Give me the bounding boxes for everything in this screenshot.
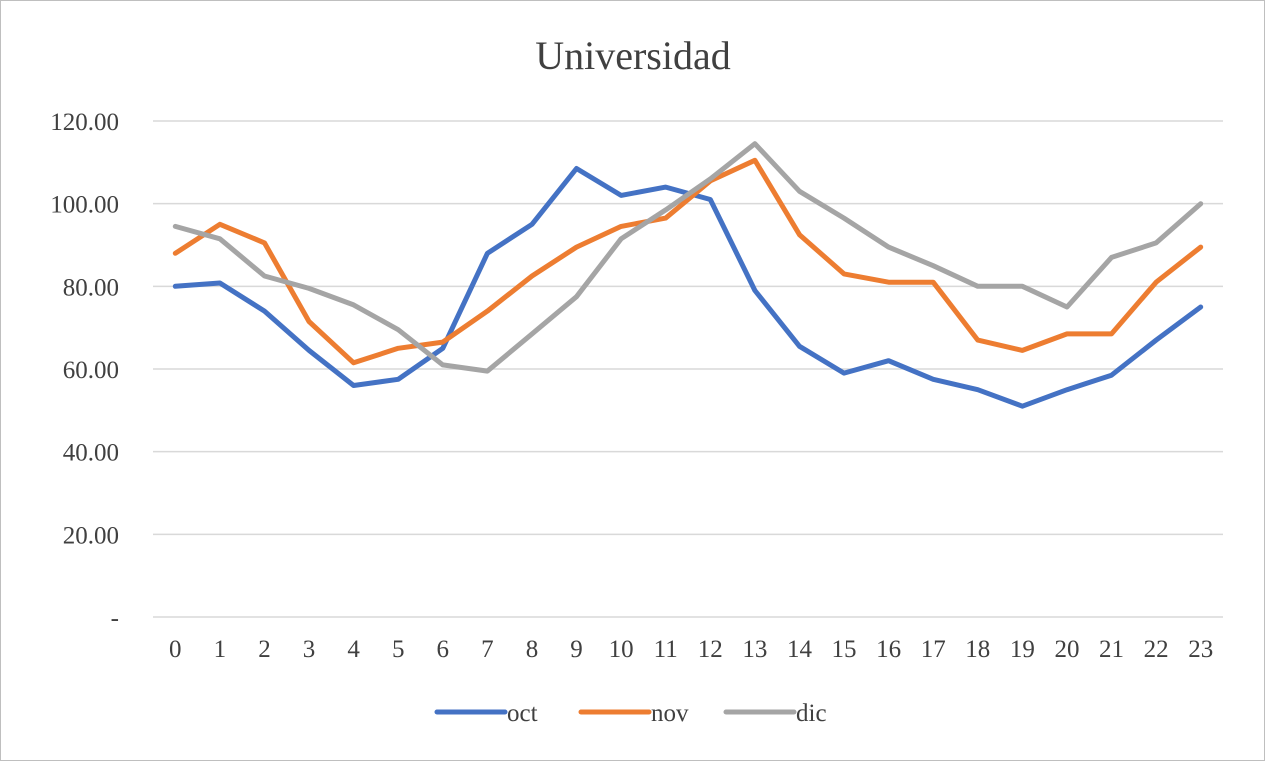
- x-tick-label: 7: [481, 636, 494, 663]
- x-tick-label: 19: [1010, 636, 1035, 663]
- x-tick-label: 6: [437, 636, 450, 663]
- x-tick-label: 2: [258, 636, 271, 663]
- y-tick-label: 60.00: [63, 357, 119, 384]
- series-lines: [172, 141, 1204, 409]
- x-tick-label: 4: [347, 636, 360, 663]
- series-line-nov: [172, 157, 1204, 366]
- x-tick-label: 20: [1054, 636, 1079, 663]
- x-tick-label: 11: [654, 636, 678, 663]
- y-tick-label: 120.00: [50, 109, 119, 136]
- x-tick-label: 17: [921, 636, 946, 663]
- x-tick-label: 9: [570, 636, 583, 663]
- x-tick-label: 1: [214, 636, 227, 663]
- x-tick-label: 16: [876, 636, 901, 663]
- x-tick-label: 18: [965, 636, 990, 663]
- x-tick-label: 10: [609, 636, 634, 663]
- y-tick-label: 80.00: [63, 274, 119, 301]
- x-tick-label: 8: [526, 636, 539, 663]
- x-tick-label: 13: [742, 636, 767, 663]
- x-tick-label: 21: [1099, 636, 1124, 663]
- y-tick-label: -: [111, 605, 119, 632]
- x-tick-label: 3: [303, 636, 316, 663]
- y-tick-label: 20.00: [63, 522, 119, 549]
- x-axis-ticks: 0 1 2 3 4 5 6 7 8 9 10 11 12 13 14 15 16 17 18 19 20 21 22 23: [169, 636, 1213, 663]
- x-tick-label: 22: [1144, 636, 1169, 663]
- x-tick-label: 14: [787, 636, 813, 663]
- x-tick-label: 15: [832, 636, 857, 663]
- x-tick-label: 23: [1188, 636, 1213, 663]
- series-line-dic: [172, 141, 1204, 374]
- y-tick-label: 100.00: [50, 192, 119, 219]
- legend-label-oct: oct: [507, 700, 538, 727]
- legend-label-dic: dic: [796, 700, 827, 727]
- legend-label-nov: nov: [651, 700, 689, 727]
- y-axis-ticks: - 20.00 40.00 60.00 80.00 100.00 120.00: [50, 109, 119, 632]
- y-tick-label: 40.00: [63, 440, 119, 467]
- chart-title: Universidad: [535, 33, 731, 78]
- legend: oct nov dic: [434, 700, 827, 727]
- x-tick-label: 12: [698, 636, 723, 663]
- x-tick-label: 0: [169, 636, 182, 663]
- x-tick-label: 5: [392, 636, 405, 663]
